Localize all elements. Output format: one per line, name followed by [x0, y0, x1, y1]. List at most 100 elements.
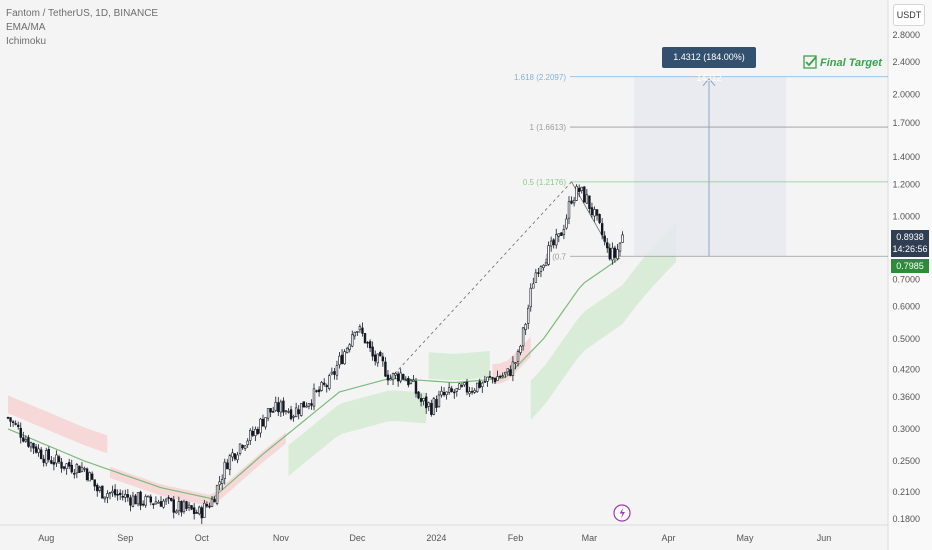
- candle: [521, 327, 525, 351]
- candle-body: [317, 389, 321, 393]
- candle: [203, 499, 206, 518]
- candle: [136, 492, 140, 507]
- candle-body: [32, 442, 35, 449]
- candle: [307, 403, 311, 410]
- candle: [78, 465, 81, 473]
- fib-label-3: 0 (0.7: [546, 252, 567, 261]
- ema-indicator-label[interactable]: EMA/MA: [6, 22, 46, 33]
- candle: [149, 494, 152, 506]
- candle-body: [231, 452, 234, 458]
- candle-body: [246, 440, 249, 445]
- candle: [470, 387, 474, 395]
- candle-body: [266, 408, 270, 419]
- candle: [22, 431, 25, 443]
- candle: [279, 399, 283, 418]
- candle: [453, 389, 456, 399]
- candle-body: [159, 501, 163, 507]
- fibonacci-levels: 1.618 (2.2097) 1 (1.6613) 0.5 (1.2176) 0 (0…: [514, 73, 888, 261]
- candle-body: [243, 445, 247, 449]
- candle: [134, 493, 137, 505]
- candle: [600, 218, 604, 240]
- candle: [218, 475, 221, 491]
- candle-body: [430, 403, 433, 415]
- candle-body: [463, 382, 466, 386]
- candle-body: [261, 418, 265, 427]
- candle-body: [447, 387, 451, 393]
- candle-body: [544, 262, 548, 267]
- candle: [353, 331, 356, 340]
- candle-body: [68, 462, 71, 467]
- current-price-tag: 0.8938 14:26:56: [891, 230, 929, 257]
- candle: [200, 505, 203, 525]
- candle-body: [363, 333, 367, 344]
- candle-body: [386, 374, 390, 381]
- candle-body: [511, 361, 515, 376]
- candle-body: [16, 424, 20, 427]
- currency-unit-button[interactable]: USDT: [893, 4, 925, 26]
- candle-body: [126, 494, 130, 498]
- candle-body: [621, 234, 624, 243]
- candle: [266, 408, 270, 422]
- x-tick-label: Apr: [661, 533, 675, 543]
- candle: [465, 378, 469, 396]
- candle-body: [223, 461, 226, 479]
- candle-body: [249, 430, 252, 441]
- candles: [6, 184, 624, 525]
- candle: [287, 408, 290, 414]
- candle: [356, 330, 359, 336]
- candle: [195, 509, 198, 514]
- candle: [236, 451, 239, 464]
- symbol-title[interactable]: Fantom / TetherUS, 1D, BINANCE: [6, 8, 159, 19]
- candle-body: [282, 400, 285, 413]
- candle: [422, 397, 425, 406]
- candle-body: [435, 399, 438, 408]
- candle: [32, 442, 35, 454]
- candle-body: [325, 385, 328, 388]
- candle-body: [455, 387, 458, 392]
- candle-body: [333, 371, 336, 375]
- candle-body: [39, 449, 43, 460]
- x-tick-label: Feb: [508, 533, 524, 543]
- candle-body: [470, 391, 474, 393]
- candle-body: [57, 456, 61, 463]
- candle: [29, 441, 33, 452]
- candle-body: [509, 369, 512, 376]
- candle-body: [504, 371, 507, 375]
- candle-body: [274, 401, 277, 411]
- candle-body: [200, 507, 203, 519]
- candle: [182, 499, 186, 514]
- candle: [348, 343, 351, 353]
- candle: [190, 504, 193, 511]
- candle: [549, 236, 553, 252]
- candle: [144, 494, 147, 508]
- candle-body: [445, 391, 448, 396]
- candle-body: [111, 490, 114, 493]
- candle: [55, 450, 58, 468]
- candle-body: [588, 195, 591, 209]
- candle-body: [141, 503, 145, 506]
- ichimoku-cloud: [8, 223, 677, 507]
- candle-body: [19, 427, 22, 438]
- candle-body: [233, 453, 237, 460]
- candle-body: [542, 264, 545, 268]
- candle-body: [552, 239, 555, 246]
- candle-body: [108, 492, 112, 495]
- candle-body: [11, 421, 15, 423]
- candle: [534, 268, 538, 283]
- candle: [52, 457, 56, 471]
- candle: [481, 381, 484, 393]
- candle-body: [85, 468, 89, 480]
- ichimoku-indicator-label[interactable]: Ichimoku: [6, 36, 47, 47]
- candle: [80, 462, 84, 473]
- candle: [524, 322, 527, 335]
- candle: [585, 189, 589, 205]
- candle: [417, 390, 420, 400]
- candle: [404, 376, 407, 382]
- chart-legend: Fantom / TetherUS, 1D, BINANCE EMA/MA Ic…: [6, 7, 158, 49]
- candle-body: [101, 485, 104, 499]
- candle-body: [42, 458, 45, 463]
- candle: [532, 277, 535, 289]
- candle: [483, 375, 487, 383]
- event-icon[interactable]: [613, 504, 631, 522]
